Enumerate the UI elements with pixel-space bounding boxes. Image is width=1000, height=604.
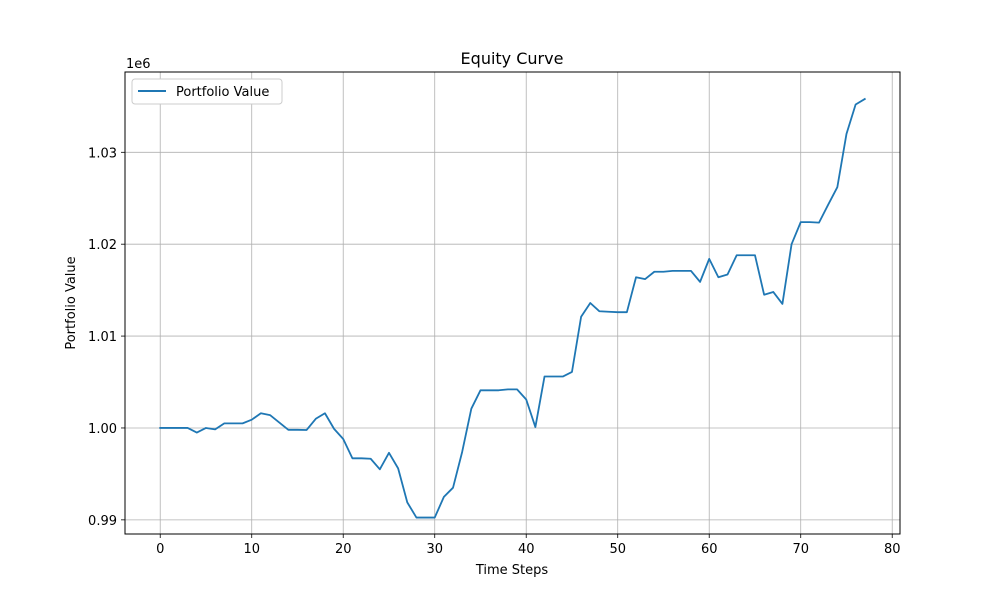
- y-axis-offset-label: 1e6: [126, 57, 151, 72]
- plot-frame: [124, 71, 901, 535]
- x-tick-label: 50: [609, 542, 626, 557]
- x-axis-label: Time Steps: [475, 563, 549, 578]
- y-tick-label: 1.00: [88, 422, 117, 437]
- x-tick-label: 10: [243, 542, 260, 557]
- series-line-portfolio-value: [159, 97, 867, 519]
- x-tick-label: 40: [518, 542, 535, 557]
- x-tick-label: 70: [792, 542, 809, 557]
- y-tick-label: 1.02: [88, 238, 117, 253]
- x-tick-label: 80: [884, 542, 901, 557]
- chart-title: Equity Curve: [461, 49, 564, 68]
- y-axis-label: Portfolio Value: [64, 256, 79, 349]
- y-tick-label: 1.03: [88, 146, 117, 161]
- x-tick-label: 30: [426, 542, 443, 557]
- x-tick-label: 20: [335, 542, 352, 557]
- legend: Portfolio Value: [131, 78, 283, 105]
- x-tick-label: 0: [156, 542, 164, 557]
- y-tick-label: 1.01: [88, 330, 117, 345]
- x-tick-label: 60: [701, 542, 718, 557]
- legend-label-portfolio-value: Portfolio Value: [176, 85, 269, 100]
- y-tick-label: 0.99: [88, 514, 117, 529]
- legend-box: [131, 78, 283, 105]
